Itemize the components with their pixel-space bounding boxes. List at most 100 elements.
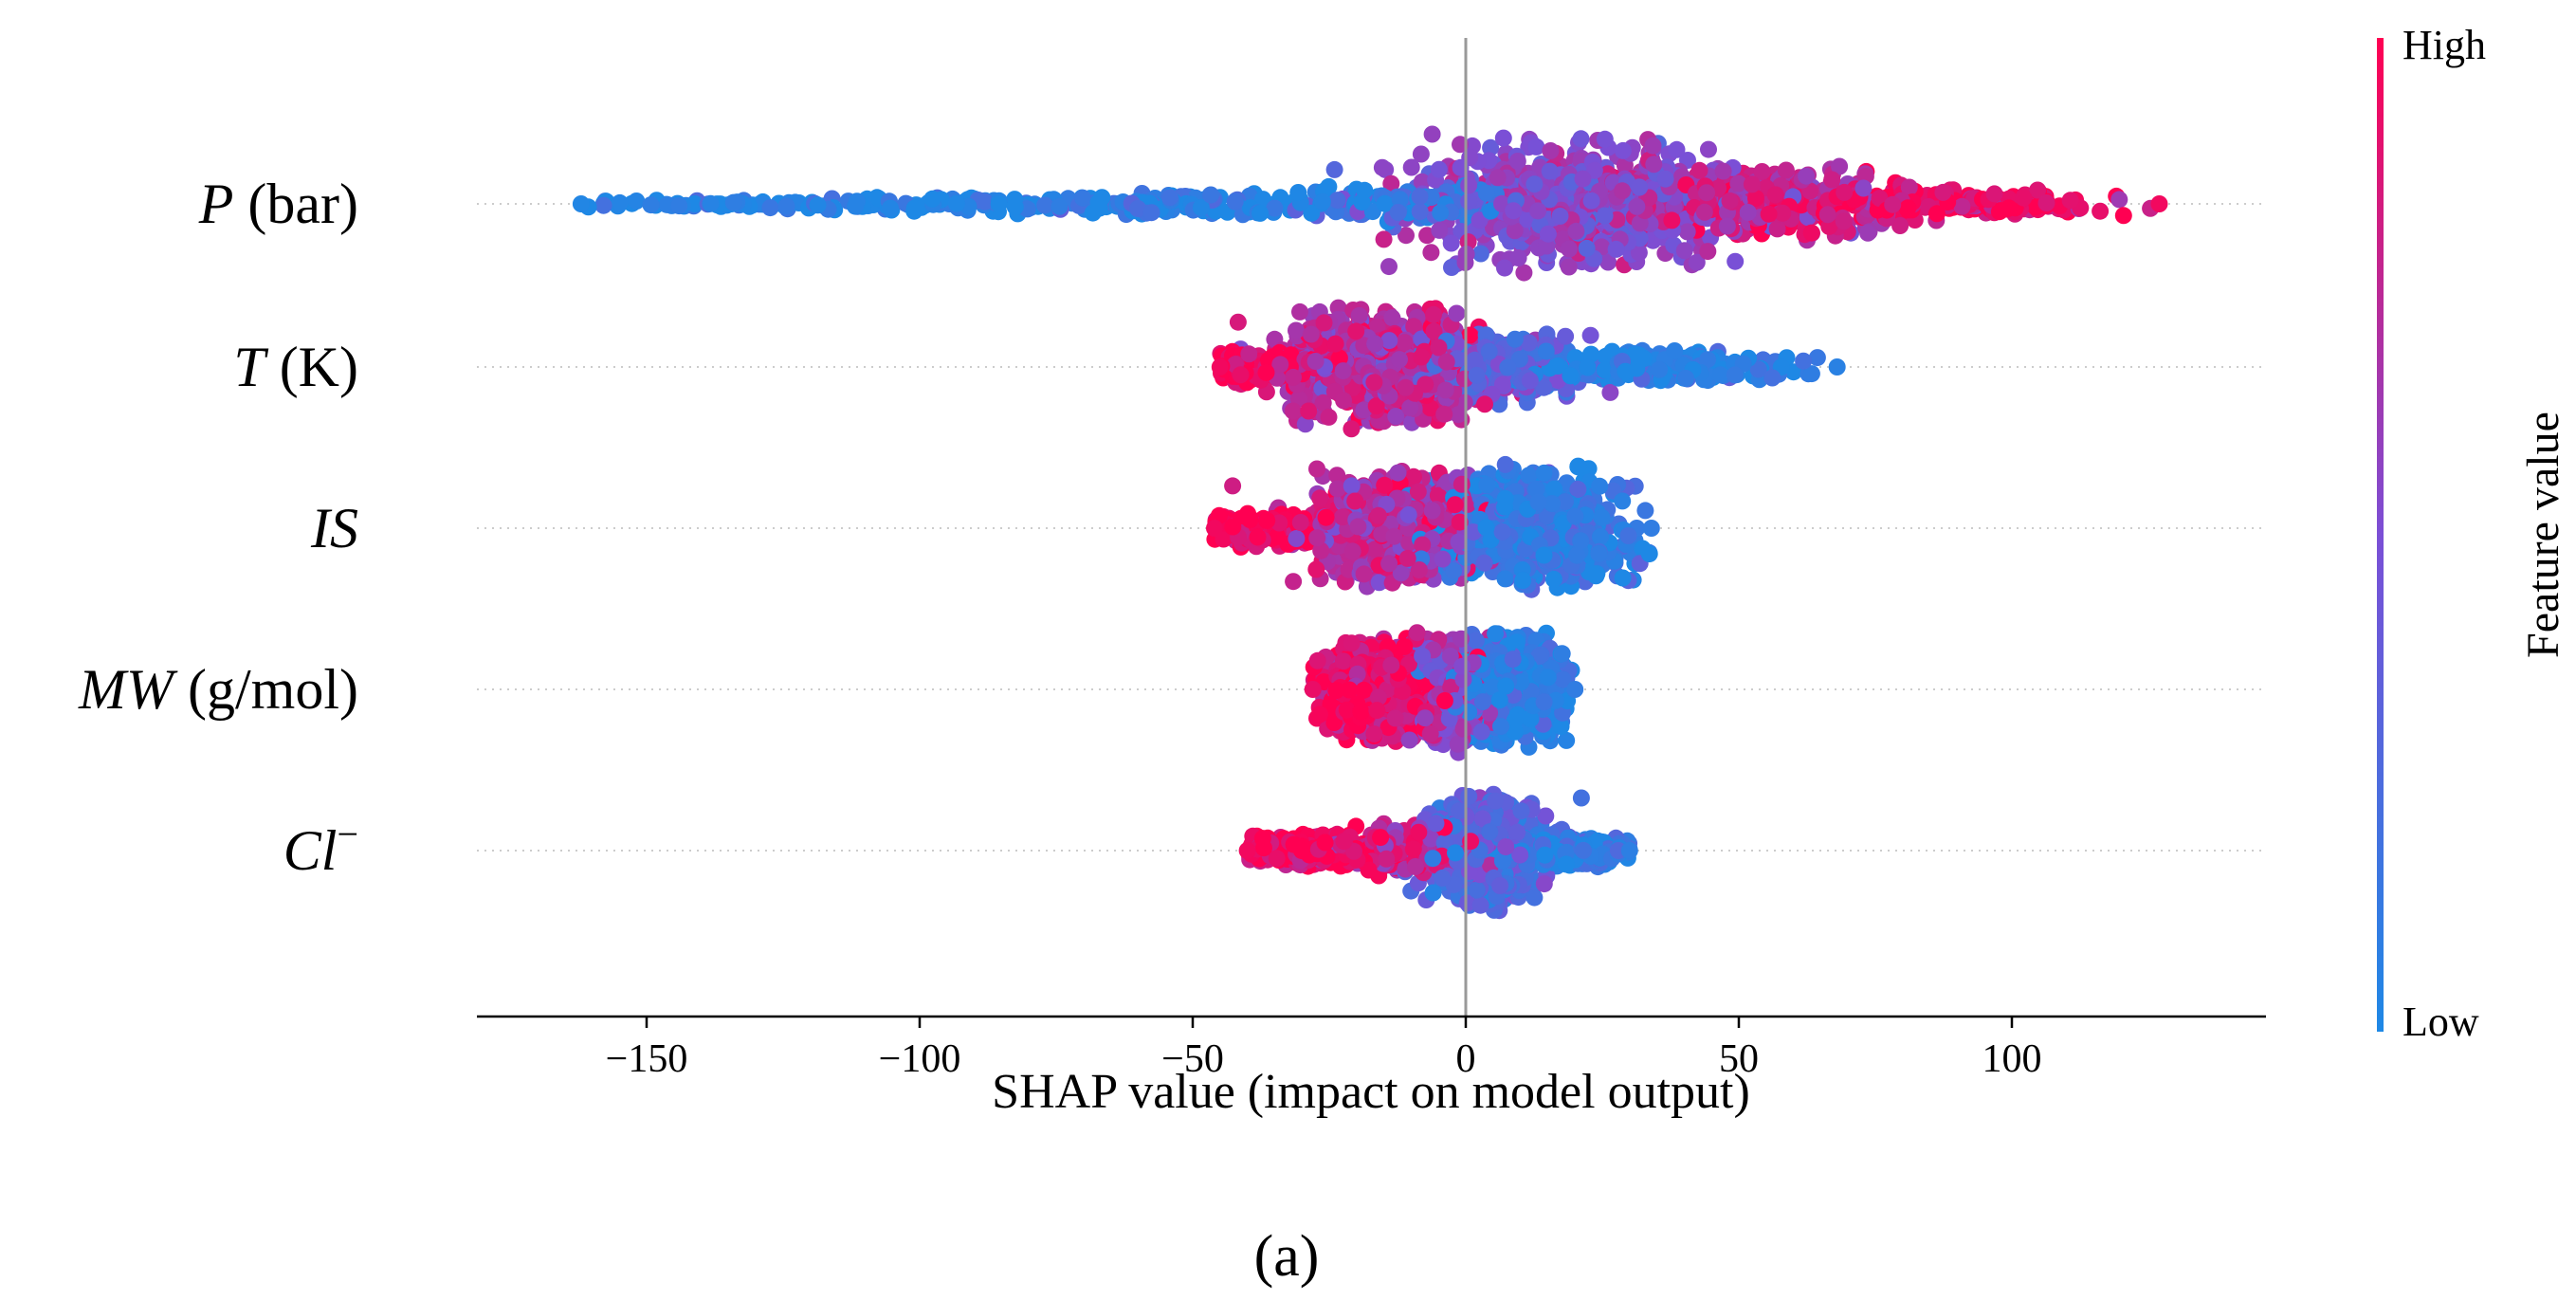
shap-point [882, 199, 899, 217]
shap-point [2029, 181, 2047, 199]
shap-point [1425, 305, 1442, 323]
shap-point [1448, 304, 1466, 322]
shap-point [1343, 477, 1361, 495]
shap-point [1651, 360, 1669, 378]
shap-point [1308, 460, 1325, 478]
shap-point [1698, 184, 1715, 202]
shap-point [1496, 489, 1514, 507]
shap-point [1835, 212, 1853, 230]
shap-point [1402, 158, 1420, 176]
shap-point [1335, 392, 1353, 410]
shap-point [1460, 176, 1478, 194]
shap-point [1224, 477, 1242, 495]
shap-point [1985, 185, 2003, 203]
shap-point [1480, 342, 1498, 360]
shap-point [1311, 489, 1329, 507]
shap-point [1435, 405, 1453, 423]
shap-point [1376, 194, 1394, 212]
shap-point [1695, 203, 1713, 221]
shap-point [1308, 529, 1326, 547]
shap-point [702, 194, 720, 212]
shap-point [1614, 182, 1632, 200]
shap-point [1446, 496, 1464, 514]
shap-point [1466, 351, 1484, 369]
shap-point [1581, 326, 1599, 344]
shap-point [1313, 192, 1331, 211]
shap-point [1367, 397, 1385, 415]
feature-points-1 [1211, 299, 1846, 438]
shap-point [1413, 173, 1431, 191]
shap-point [1328, 480, 1346, 498]
shap-point [1494, 129, 1512, 147]
shap-point [1561, 240, 1578, 258]
shap-point [628, 192, 646, 210]
shap-point [1346, 492, 1364, 510]
shap-point [1636, 502, 1654, 520]
shap-point [1373, 158, 1391, 176]
shap-point [1258, 511, 1276, 529]
shap-point [1506, 330, 1524, 348]
shap-point [1425, 322, 1443, 340]
shap-point [1271, 356, 1289, 374]
shap-point [1899, 199, 1917, 217]
shap-point [1383, 309, 1401, 327]
shap-point [1036, 196, 1054, 214]
shap-point [1663, 211, 1681, 229]
shap-point [1798, 167, 1816, 185]
shap-point [1607, 240, 1625, 258]
shap-point [905, 199, 923, 217]
shap-point [1743, 175, 1761, 193]
shap-point [1411, 203, 1429, 221]
shap-point [947, 194, 965, 212]
shap-point [1325, 160, 1343, 178]
shap-point [1251, 204, 1270, 222]
shap-point [1721, 192, 1739, 210]
shap-point [1572, 130, 1590, 148]
shap-point [2000, 199, 2018, 217]
shap-point [1398, 549, 1416, 567]
shap-point [1478, 476, 1496, 494]
shap-point [1477, 184, 1495, 202]
shap-point [1628, 197, 1646, 215]
shap-point [1476, 395, 1493, 413]
shap-point [1291, 302, 1308, 321]
shap-point [1590, 544, 1608, 562]
shap-point [1353, 193, 1371, 211]
shap-point [1074, 189, 1092, 207]
shap-point [1202, 186, 1219, 204]
shap-point [1753, 163, 1771, 180]
shap-point [1391, 351, 1408, 369]
shap-point [1460, 192, 1478, 211]
shap-point [1808, 349, 1826, 367]
shap-point [1431, 221, 1449, 239]
shap-point [1508, 153, 1526, 170]
shap-point [1726, 252, 1745, 270]
shap-point [1614, 569, 1632, 587]
shap-point [2061, 192, 2079, 210]
shap-point [1300, 402, 1318, 420]
shap-point [1396, 334, 1414, 352]
shap-point [1526, 175, 1544, 193]
shap-point [990, 195, 1008, 213]
shap-point [1413, 348, 1431, 366]
shap-point [1831, 157, 1849, 175]
shap-point [1254, 191, 1272, 209]
shap-point [1211, 358, 1229, 376]
feature-points-3 [1304, 624, 1584, 761]
shap-point [1303, 204, 1321, 222]
shap-point [1934, 183, 1952, 201]
shap-point [1391, 191, 1409, 209]
shap-point [670, 197, 688, 215]
shap-point [1568, 546, 1586, 564]
shap-point [1668, 140, 1686, 158]
shap-point [1423, 125, 1441, 143]
shap-point [1535, 546, 1553, 564]
shap-point [1376, 476, 1394, 494]
shap-point [1343, 542, 1361, 560]
shap-point [2015, 189, 2033, 207]
shap-point [1560, 258, 1578, 276]
shap-point [1432, 204, 1450, 222]
shap-point [1599, 253, 1617, 271]
shap-point [1161, 189, 1178, 207]
